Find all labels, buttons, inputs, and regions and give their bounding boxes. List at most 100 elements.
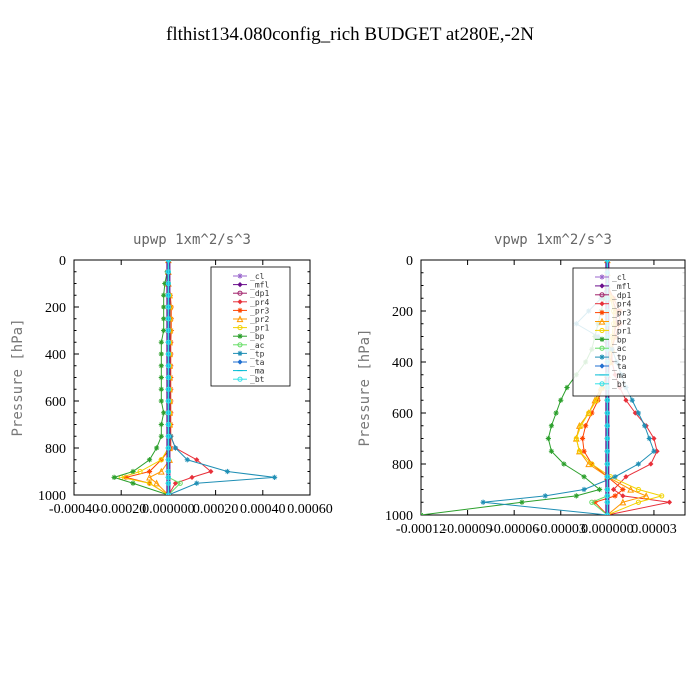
legend-label: _ma bbox=[612, 371, 627, 380]
series-bp bbox=[111, 260, 171, 495]
series-pr1 bbox=[118, 260, 173, 495]
data-point bbox=[564, 384, 570, 391]
legend-marker bbox=[599, 354, 605, 360]
data-point bbox=[158, 351, 164, 357]
data-point bbox=[161, 304, 167, 310]
data-point bbox=[575, 447, 583, 455]
x-tick-label: 0.000000 bbox=[581, 522, 634, 537]
legend-label: _dp1 bbox=[250, 289, 269, 298]
legend-label: _pr1 bbox=[250, 324, 269, 333]
legend-label: _ma bbox=[250, 367, 265, 376]
y-tick-label: 600 bbox=[45, 395, 66, 410]
data-point bbox=[548, 423, 555, 429]
data-point bbox=[593, 397, 600, 403]
data-point bbox=[165, 386, 171, 392]
panel-2-title: vpwp 1xm^2/s^3 bbox=[494, 232, 612, 248]
x-tick-label: -0.00006 bbox=[489, 522, 539, 537]
data-point bbox=[648, 461, 654, 467]
legend-label: _ta bbox=[250, 358, 265, 367]
data-point bbox=[208, 468, 214, 475]
legend-marker bbox=[237, 307, 243, 313]
data-point bbox=[130, 468, 136, 475]
data-point bbox=[111, 474, 117, 480]
data-point bbox=[177, 480, 183, 486]
y-tick-label: 200 bbox=[392, 305, 413, 320]
data-point bbox=[161, 316, 167, 322]
data-point bbox=[184, 457, 190, 463]
legend-label: _pr2 bbox=[612, 318, 631, 327]
legend-marker bbox=[598, 317, 606, 325]
legend-marker bbox=[237, 376, 243, 382]
legend-marker bbox=[599, 274, 605, 280]
data-point bbox=[519, 499, 525, 505]
legend-marker bbox=[237, 273, 243, 279]
data-point bbox=[158, 374, 164, 381]
legend-marker bbox=[599, 363, 605, 369]
data-point bbox=[165, 339, 171, 345]
data-point bbox=[158, 421, 164, 428]
x-tick-label: -0.00012 bbox=[396, 522, 446, 537]
data-point bbox=[154, 445, 160, 451]
x-tick-label: -0.00020 bbox=[96, 502, 146, 517]
data-point bbox=[165, 421, 171, 428]
data-point bbox=[576, 448, 582, 454]
y-tick-label: 1000 bbox=[38, 489, 66, 504]
panel-1-plot bbox=[111, 260, 278, 495]
data-point bbox=[610, 486, 617, 493]
x-tick-label: 0.00060 bbox=[287, 502, 333, 517]
data-point bbox=[642, 492, 650, 499]
data-point bbox=[157, 467, 165, 475]
data-point bbox=[165, 457, 171, 463]
legend-marker bbox=[599, 336, 605, 342]
data-point bbox=[666, 499, 673, 505]
data-point bbox=[604, 423, 610, 429]
data-point bbox=[612, 493, 618, 499]
data-point bbox=[137, 468, 143, 475]
data-point bbox=[581, 474, 587, 480]
data-point bbox=[421, 512, 424, 515]
series-bt bbox=[165, 260, 171, 495]
legend-label: _bp bbox=[612, 335, 627, 344]
legend-marker bbox=[599, 301, 605, 307]
legend-label: _ta bbox=[612, 362, 627, 371]
legend-label: _pr3 bbox=[612, 309, 631, 318]
data-point bbox=[548, 448, 555, 454]
panel-2-ylabel: Pressure [hPa] bbox=[357, 328, 373, 446]
legend-box bbox=[210, 266, 291, 387]
data-point bbox=[165, 316, 171, 322]
y-tick-label: 600 bbox=[392, 407, 413, 422]
data-point bbox=[583, 423, 589, 429]
panel-2: vpwp 1xm^2/s^3 Pressure [hPa] 0 200 400 600 80… bbox=[357, 232, 686, 537]
data-point bbox=[595, 397, 601, 403]
data-point bbox=[612, 474, 618, 480]
data-point bbox=[165, 433, 171, 439]
y-tick-label: 400 bbox=[45, 348, 66, 363]
panel-1-ylabel: Pressure [hPa] bbox=[10, 318, 26, 436]
data-point bbox=[642, 423, 648, 429]
data-point bbox=[165, 410, 171, 416]
legend-label: _bt bbox=[612, 380, 627, 389]
data-point bbox=[146, 457, 153, 463]
x-tick-label: -0.00009 bbox=[443, 522, 493, 537]
data-point bbox=[162, 280, 168, 287]
data-point bbox=[161, 410, 167, 416]
data-point bbox=[596, 486, 603, 493]
legend-label: _mfl bbox=[612, 282, 631, 291]
data-point bbox=[165, 468, 171, 475]
legend-marker bbox=[237, 359, 243, 365]
data-point bbox=[165, 260, 171, 263]
legend-label: _tp bbox=[250, 349, 265, 358]
data-point bbox=[589, 461, 595, 467]
data-point bbox=[604, 474, 610, 480]
data-point bbox=[165, 492, 171, 495]
x-tick-label: 0.00020 bbox=[193, 502, 239, 517]
data-point bbox=[158, 386, 164, 392]
data-point bbox=[272, 474, 278, 480]
data-point bbox=[165, 445, 171, 451]
y-tick-label: 800 bbox=[392, 458, 413, 473]
series-line-bp bbox=[112, 260, 169, 495]
data-point bbox=[146, 480, 153, 486]
panel-2-legend: _cl_mfl_dp1_pr4_pr3_pr2_pr1_bp_ac_tp_ta_… bbox=[572, 267, 686, 397]
data-point bbox=[165, 351, 171, 357]
y-tick-label: 800 bbox=[45, 442, 66, 457]
